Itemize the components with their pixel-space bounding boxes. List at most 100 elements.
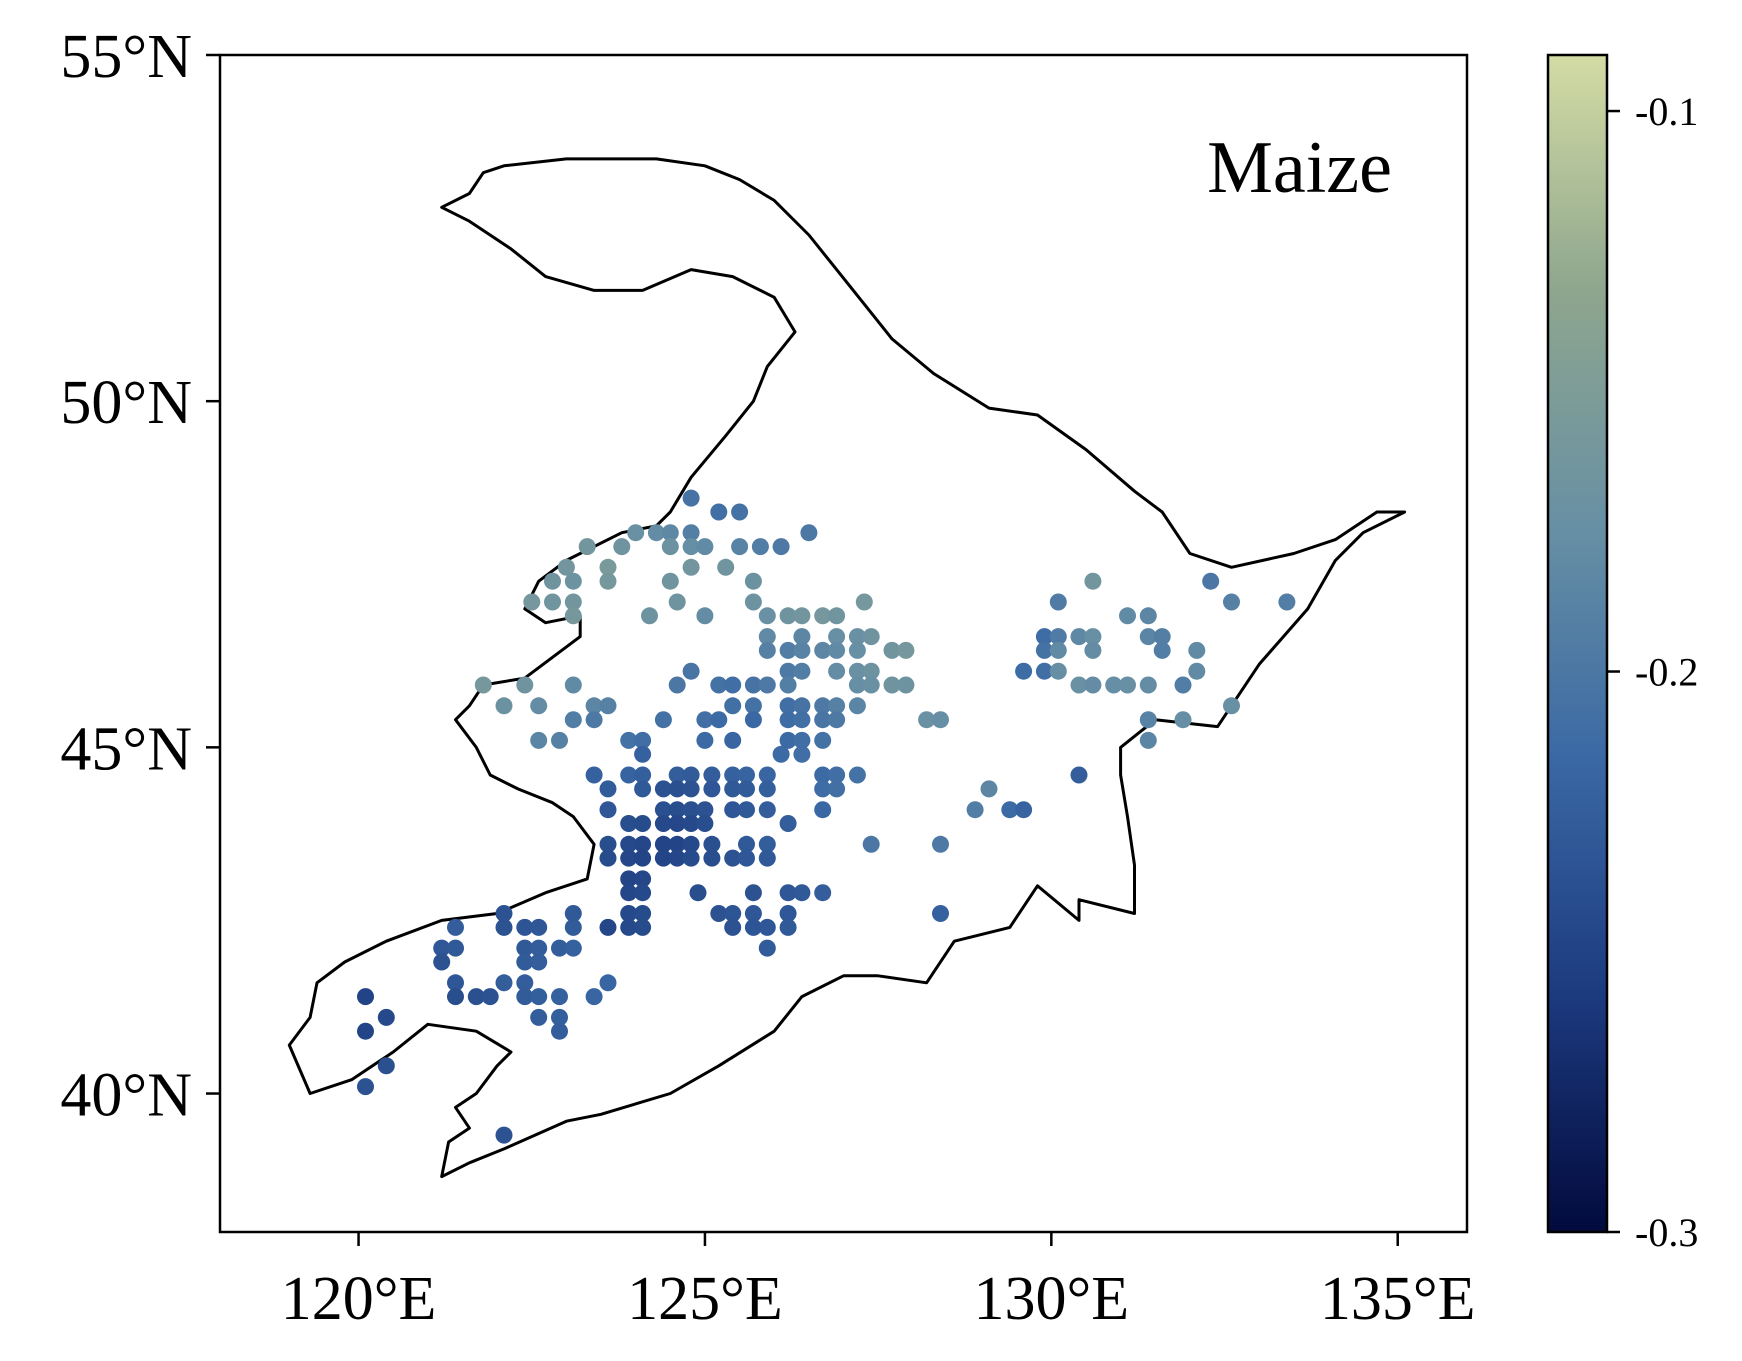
data-point <box>848 628 866 646</box>
map-panel: 120°E 125°E 130°E 135°E 40°N 45°N 50°N 55°N Ma… <box>60 23 1475 1333</box>
data-point <box>738 849 755 867</box>
data-point <box>814 780 832 798</box>
data-point <box>620 870 638 888</box>
data-point <box>758 780 776 798</box>
data-point <box>793 628 811 646</box>
data-point <box>696 538 714 556</box>
data-point <box>634 905 652 922</box>
data-point <box>544 572 561 590</box>
data-point <box>530 988 548 1006</box>
data-point <box>516 918 534 936</box>
data-point <box>724 849 742 867</box>
data-point <box>897 641 915 659</box>
x-tick-label: 120°E <box>281 1265 437 1333</box>
data-point <box>530 697 548 715</box>
data-point <box>447 939 464 957</box>
data-point <box>613 538 631 556</box>
data-point <box>744 676 762 694</box>
data-point <box>634 766 652 784</box>
data-point <box>779 815 797 832</box>
data-point <box>731 538 749 556</box>
data-point <box>724 731 742 749</box>
data-point <box>1105 676 1123 694</box>
data-point <box>828 697 846 715</box>
data-point <box>564 572 582 590</box>
data-point <box>848 676 866 694</box>
data-point <box>814 884 832 902</box>
data-point <box>551 988 568 1006</box>
data-point <box>1139 731 1157 749</box>
data-point <box>682 815 700 832</box>
data-point <box>620 766 638 784</box>
data-point <box>828 607 846 625</box>
data-point <box>848 641 866 659</box>
data-point <box>668 801 686 819</box>
data-point <box>814 766 832 784</box>
data-point <box>599 801 617 819</box>
data-point <box>793 662 811 680</box>
data-point <box>696 607 714 625</box>
data-point <box>724 918 742 936</box>
data-point <box>724 905 742 922</box>
data-point <box>1049 641 1067 659</box>
data-point <box>620 835 638 853</box>
data-point <box>668 676 686 694</box>
data-point <box>544 593 561 611</box>
data-point <box>744 905 762 922</box>
data-point <box>897 676 915 694</box>
data-point <box>682 662 700 680</box>
data-point <box>758 849 776 867</box>
data-point <box>357 1078 374 1096</box>
data-point <box>918 711 936 729</box>
data-point <box>758 939 776 957</box>
data-point <box>793 745 811 763</box>
data-point <box>516 676 534 694</box>
data-point <box>578 538 596 556</box>
colorbar-ticks: -0.1 -0.2 -0.3 <box>1607 89 1698 1255</box>
data-point <box>1084 628 1102 646</box>
data-point <box>668 780 686 798</box>
data-point <box>1188 641 1206 659</box>
data-point <box>661 524 679 542</box>
data-point <box>634 835 652 853</box>
data-point <box>599 780 617 798</box>
data-point <box>1070 766 1088 784</box>
data-point <box>530 731 548 749</box>
data-point <box>481 988 499 1006</box>
data-point <box>710 503 728 521</box>
data-point <box>1202 572 1220 590</box>
data-point <box>696 801 714 819</box>
data-point <box>724 801 742 819</box>
data-point <box>1049 662 1067 680</box>
data-point <box>1070 628 1088 646</box>
data-point <box>634 780 652 798</box>
colorbar: -0.1 -0.2 -0.3 <box>1546 53 1698 1255</box>
data-point <box>1015 801 1033 819</box>
data-point <box>744 918 762 936</box>
data-point <box>627 524 645 542</box>
data-point <box>1223 593 1240 611</box>
data-point <box>724 676 742 694</box>
data-point <box>710 676 728 694</box>
data-point <box>516 974 534 992</box>
data-point <box>883 676 901 694</box>
data-point <box>620 815 638 832</box>
data-point <box>779 662 797 680</box>
data-point <box>772 745 790 763</box>
data-point <box>828 628 846 646</box>
y-tick-label: 40°N <box>60 1062 192 1130</box>
data-point <box>1035 662 1053 680</box>
data-point <box>779 918 797 936</box>
data-point <box>793 711 811 729</box>
data-point <box>779 676 797 694</box>
data-point <box>1084 641 1102 659</box>
data-point <box>634 870 652 888</box>
data-point <box>551 939 568 957</box>
data-point <box>634 745 652 763</box>
data-point <box>862 628 880 646</box>
data-point <box>738 766 755 784</box>
data-point <box>682 558 700 576</box>
data-point <box>1278 593 1296 611</box>
colorbar-tick-label: -0.3 <box>1635 1210 1698 1255</box>
data-points-layer <box>357 489 1296 1144</box>
